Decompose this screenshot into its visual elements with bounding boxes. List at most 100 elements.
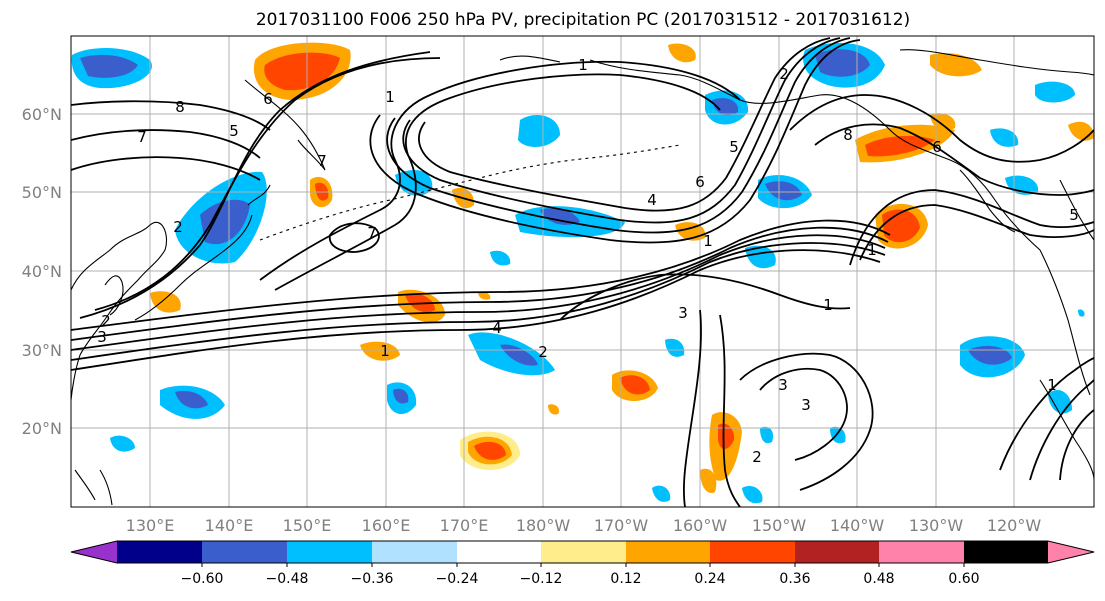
lon-label: 140°E <box>205 516 254 535</box>
colorbar-segment <box>372 541 457 563</box>
neg-area <box>395 170 433 196</box>
colorbar-segment <box>795 541 879 563</box>
coastline-namerica <box>1039 179 1094 396</box>
lat-label: 50°N <box>22 183 62 202</box>
coastline-kamchatka <box>244 79 326 171</box>
neg-area <box>175 390 208 409</box>
neg-area <box>200 199 250 245</box>
lat-label: 20°N <box>22 419 62 438</box>
neg-area <box>990 128 1019 147</box>
lon-label: 120°W <box>987 516 1042 535</box>
pv-contour <box>1059 409 1094 481</box>
neg-area <box>110 435 135 452</box>
neg-area <box>760 426 774 444</box>
contour-label: 1 <box>380 342 390 360</box>
colorbar-tick-label: 0.60 <box>948 571 979 587</box>
pos-area <box>474 441 506 460</box>
pv-contour <box>71 129 261 159</box>
pv-contour <box>849 189 1094 266</box>
pos-area <box>548 404 560 415</box>
longitude-labels: 130°E 140°E 150°E 160°E 170°E 180°W 170°… <box>126 516 1042 535</box>
coastline-aleutians <box>259 144 681 241</box>
pv-contour <box>71 249 881 371</box>
colorbar-tick-label: 0.48 <box>863 571 894 587</box>
pv-contour <box>369 39 861 244</box>
lat-label: 60°N <box>22 105 62 124</box>
neg-area <box>652 485 671 502</box>
pv-contour <box>71 234 886 351</box>
lat-label: 30°N <box>22 341 62 360</box>
coastline-alaska <box>589 59 1041 251</box>
contour-label: 6 <box>695 173 705 191</box>
contour-label: 1 <box>823 296 833 314</box>
lat-label: 40°N <box>22 262 62 281</box>
lon-label: 180°W <box>516 516 571 535</box>
contour-label: 7 <box>137 128 147 146</box>
colorbar-extend-left <box>71 541 117 563</box>
contour-label: 4 <box>492 319 502 337</box>
colorbar-segment <box>287 541 372 563</box>
neg-area <box>830 426 846 444</box>
colorbar-segment <box>626 541 710 563</box>
contour-label: 5 <box>229 122 239 140</box>
lon-label: 150°E <box>283 516 332 535</box>
colorbar-tick-label: 0.12 <box>610 571 641 587</box>
contour-label: 5 <box>1069 206 1079 224</box>
coastline-philippines <box>74 469 113 506</box>
pv-contour <box>328 222 380 253</box>
colorbar-segment <box>457 541 541 563</box>
contour-label: 6 <box>263 90 273 108</box>
figure-title: 2017031100 F006 250 hPa PV, precipitatio… <box>256 10 910 30</box>
colorbar-segment <box>202 541 287 563</box>
lon-label: 170°E <box>440 516 489 535</box>
colorbar-outline <box>70 540 1095 564</box>
contour-label: 2 <box>538 343 548 361</box>
pos-area <box>478 291 491 300</box>
colorbar: −0.60 −0.48 −0.36 −0.24 −0.12 0.12 0.24 … <box>70 540 1095 587</box>
contour-label: 2 <box>752 448 762 466</box>
neg-area <box>1035 81 1075 103</box>
neg-area <box>518 115 560 147</box>
lon-label: 160°E <box>362 516 411 535</box>
pos-area <box>620 375 650 395</box>
contour-label: 2 <box>779 65 789 83</box>
neg-area <box>968 345 1012 365</box>
contour-label: 1 <box>385 88 395 106</box>
lon-label: 140°W <box>830 516 885 535</box>
colorbar-segment <box>541 541 626 563</box>
pv-contour <box>94 57 441 311</box>
pv-contour <box>71 226 889 341</box>
pv-contour <box>402 37 841 224</box>
colorbar-tick-labels: −0.60 −0.48 −0.36 −0.24 −0.12 0.12 0.24 … <box>181 571 980 587</box>
pv-contour <box>71 156 261 181</box>
contour-label: 2 <box>173 218 183 236</box>
colorbar-segment <box>710 541 795 563</box>
coastline-japan <box>134 184 271 321</box>
colorbar-tick-label: −0.36 <box>351 571 394 587</box>
coastlines <box>71 49 1094 506</box>
pv-contour <box>71 242 886 361</box>
positive-precip-areas <box>150 42 1094 494</box>
pos-area <box>930 53 982 77</box>
contour-label: 7 <box>317 152 327 170</box>
pv-contour <box>386 37 851 234</box>
lon-label: 130°E <box>126 516 175 535</box>
contour-label: 1 <box>1047 376 1057 394</box>
pv-contour <box>759 367 848 461</box>
contour-label: 8 <box>843 126 853 144</box>
colorbar-tick-label: −0.48 <box>266 571 309 587</box>
pv-contour <box>418 37 831 212</box>
graticule <box>71 36 1094 507</box>
pv-contour <box>559 273 851 321</box>
colorbar-segments <box>117 541 1048 563</box>
pos-area <box>150 291 181 313</box>
pos-area <box>360 341 400 361</box>
contour-label: 8 <box>175 98 185 116</box>
pos-area <box>718 423 735 449</box>
lon-label: 130°W <box>909 516 964 535</box>
colorbar-tick-label: −0.12 <box>520 571 563 587</box>
colorbar-tick-label: −0.60 <box>181 571 224 587</box>
contour-labels: 8 7 6 5 7 1 1 2 6 5 4 8 6 2 7 1 1 3 3 4 … <box>97 56 1079 466</box>
lon-label: 170°W <box>594 516 649 535</box>
colorbar-tick-label: 0.36 <box>779 571 810 587</box>
